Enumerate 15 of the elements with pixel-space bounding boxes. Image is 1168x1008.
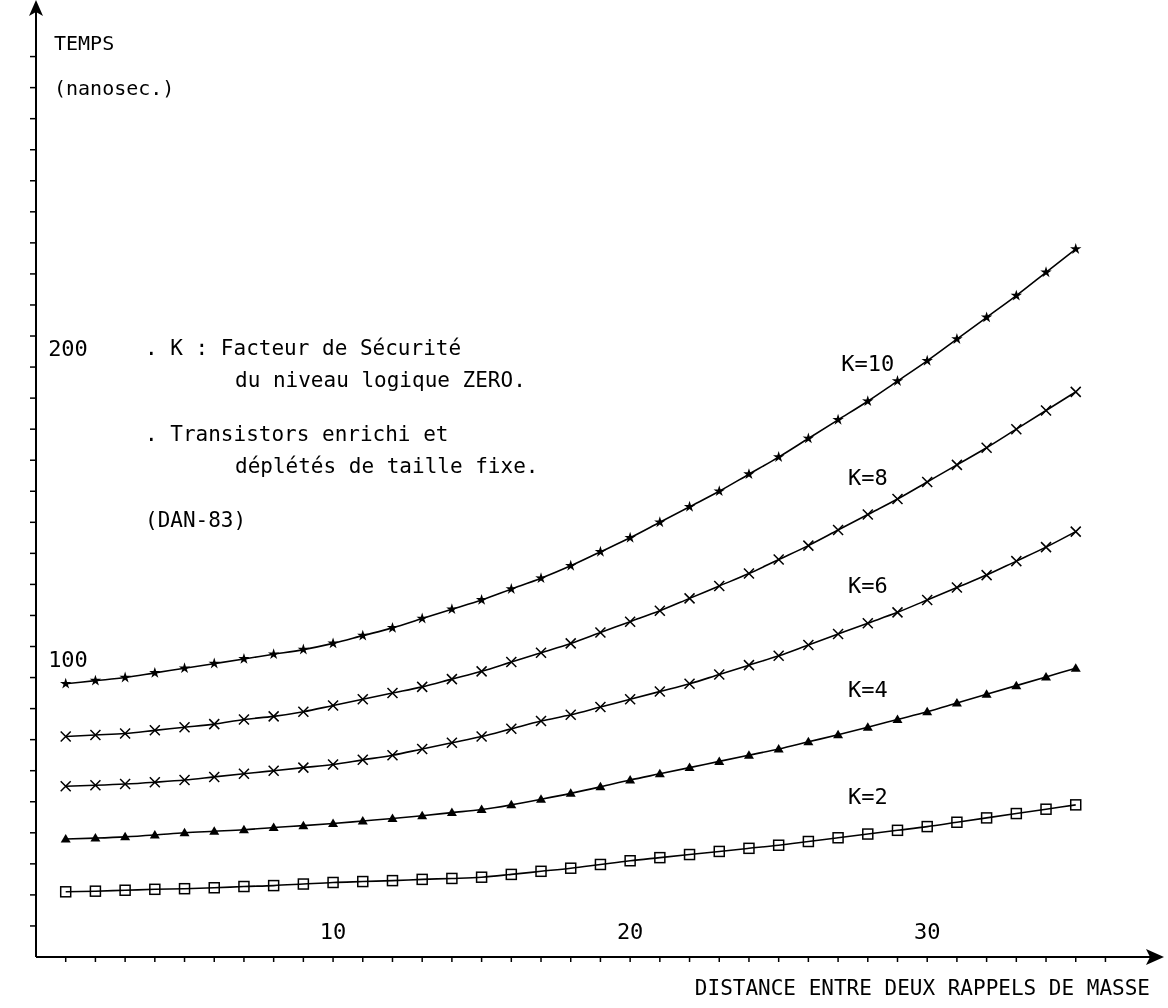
annotation: . Transistors enrichi et déplétés de taille fixe.: [145, 422, 539, 478]
series-label: K=8: [847, 464, 888, 490]
x-tick-label: 20: [616, 919, 644, 944]
series-label: K=6: [847, 573, 888, 599]
annotation: . K : Facteur de Sécurité du niveau logique ZERO.: [145, 336, 526, 392]
series-label: K=2: [847, 784, 888, 810]
x-axis-title: DISTANCE ENTRE DEUX RAPPELS DE MASSE: [694, 976, 1150, 1000]
x-tick-label: 10: [319, 919, 347, 944]
series-label: K=10: [841, 351, 895, 377]
x-tick-label: 30: [913, 919, 941, 944]
y-tick-label: 100: [48, 646, 88, 672]
annotation: (DAN-83): [145, 508, 247, 532]
y-tick-label: 200: [48, 336, 88, 362]
y-axis-title: TEMPS (nanosec.): [54, 31, 175, 100]
series-label: K=4: [847, 677, 888, 703]
